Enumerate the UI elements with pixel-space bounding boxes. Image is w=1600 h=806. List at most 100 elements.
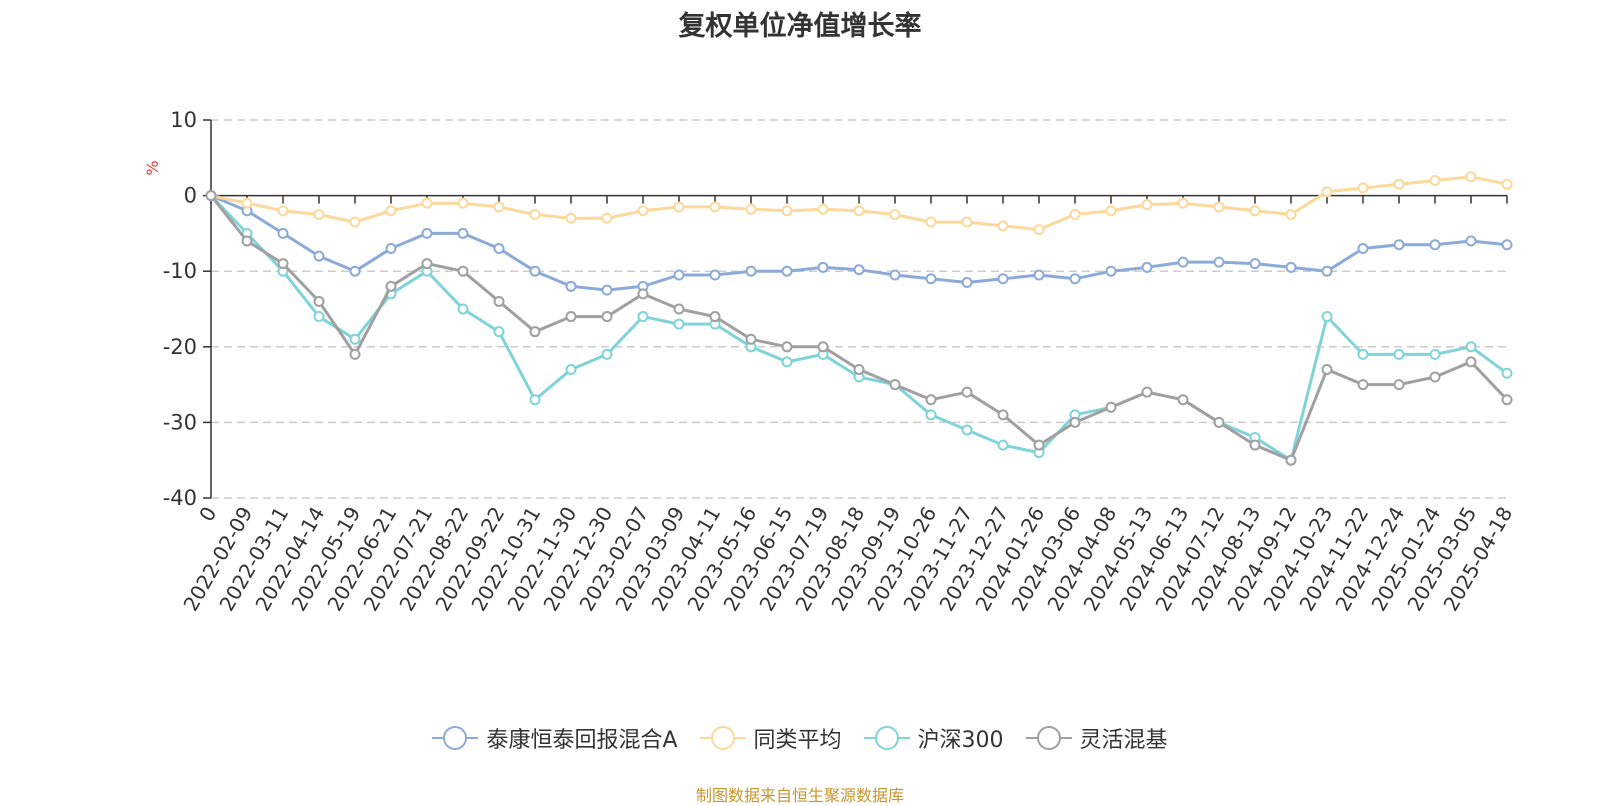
series-point — [673, 201, 685, 213]
series-point — [1465, 235, 1477, 247]
series-point — [277, 205, 289, 217]
y-tick-label: -40 — [163, 486, 197, 510]
series-point — [997, 273, 1009, 285]
y-axis-unit: % — [143, 160, 162, 175]
legend-item[interactable]: 灵活混基 — [1025, 722, 1168, 754]
series-point — [1429, 174, 1441, 186]
series-line — [209, 194, 1509, 462]
series-point — [457, 227, 469, 239]
series-point — [385, 243, 397, 255]
series-point — [997, 220, 1009, 232]
series-point — [349, 265, 361, 277]
series-point — [1177, 256, 1189, 268]
series-point — [925, 394, 937, 406]
series-point — [1069, 273, 1081, 285]
series-point — [493, 243, 505, 255]
series-point — [1249, 439, 1261, 451]
legend-marker-icon — [1025, 725, 1072, 751]
series-point — [1321, 186, 1333, 198]
series-point — [1141, 199, 1153, 211]
series-point — [1321, 265, 1333, 277]
series-point — [421, 258, 433, 270]
series-point — [637, 311, 649, 323]
series-point — [1321, 311, 1333, 323]
series-point — [1501, 239, 1513, 251]
legend-marker-icon — [432, 725, 479, 751]
series-point — [1393, 348, 1405, 360]
series-point — [1141, 261, 1153, 273]
series-point — [637, 288, 649, 300]
series-point — [313, 311, 325, 323]
series-point — [1177, 394, 1189, 406]
series-point — [1285, 209, 1297, 220]
series-point — [925, 273, 937, 285]
series-point — [1465, 171, 1477, 183]
series-point — [241, 197, 253, 209]
series-point — [493, 295, 505, 307]
series-point — [529, 209, 541, 220]
chart-title: 复权单位净值增长率 — [678, 11, 922, 42]
series-point — [421, 197, 433, 209]
series-point — [565, 212, 577, 224]
legend-label: 同类平均 — [753, 728, 842, 753]
series-point — [349, 333, 361, 345]
series-point — [529, 326, 541, 338]
y-tick-label: -20 — [163, 335, 197, 359]
series-point — [529, 265, 541, 277]
series-point — [925, 216, 937, 228]
series-point — [1069, 416, 1081, 428]
series-point — [1033, 269, 1045, 281]
series-point — [889, 269, 901, 281]
legend-item[interactable]: 沪深300 — [863, 722, 1004, 754]
series-point — [781, 205, 793, 217]
series-point — [1141, 386, 1153, 398]
series-point — [493, 201, 505, 213]
series-point — [1285, 261, 1297, 273]
x-tick-label: 0 — [194, 503, 221, 526]
series-point — [709, 269, 721, 281]
series-point — [637, 205, 649, 217]
series-point — [817, 261, 829, 273]
series-point — [781, 265, 793, 277]
series-point — [349, 216, 361, 228]
series-point — [1357, 348, 1369, 360]
series-point — [313, 209, 325, 220]
series-point — [961, 386, 973, 398]
series-point — [1249, 205, 1261, 217]
series-point — [1285, 454, 1297, 466]
series-point — [673, 318, 685, 330]
legend-item[interactable]: 同类平均 — [699, 722, 842, 754]
series-point — [241, 235, 253, 247]
series-point — [745, 203, 757, 215]
series-point — [529, 394, 541, 406]
series-point — [1465, 341, 1477, 353]
series-point — [1105, 401, 1117, 413]
series-point — [601, 212, 613, 224]
y-tick-label: 10 — [170, 108, 197, 132]
series-point — [745, 265, 757, 277]
legend-label: 泰康恒泰回报混合A — [486, 728, 678, 753]
y-tick-label: -10 — [163, 259, 197, 283]
series-point — [385, 280, 397, 292]
series-point — [421, 227, 433, 239]
series-point — [349, 348, 361, 360]
series-point — [493, 326, 505, 338]
series-point — [1429, 239, 1441, 251]
series-point — [1393, 379, 1405, 391]
series-point — [889, 209, 901, 220]
series-point — [1357, 379, 1369, 391]
series-point — [1465, 356, 1477, 368]
y-tick-label: 0 — [184, 184, 197, 208]
series-point — [601, 311, 613, 323]
series-point — [1249, 258, 1261, 270]
series-point — [745, 333, 757, 345]
legend-item[interactable]: 泰康恒泰回报混合A — [432, 722, 678, 754]
series-point — [1357, 182, 1369, 194]
series-point — [889, 379, 901, 391]
series-point — [1321, 363, 1333, 375]
series-point — [997, 439, 1009, 451]
series-point — [961, 277, 973, 289]
series-point — [565, 311, 577, 323]
series-point — [313, 295, 325, 307]
series-point — [673, 303, 685, 315]
